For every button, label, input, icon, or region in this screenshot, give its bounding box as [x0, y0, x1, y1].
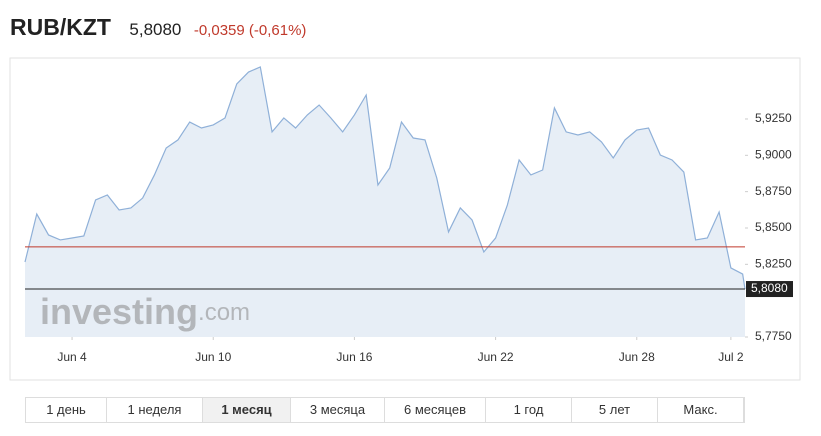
- last-price-box: [746, 281, 793, 298]
- range-button[interactable]: 3 месяца: [291, 398, 385, 422]
- y-tick-label: 5,7750: [755, 329, 792, 343]
- range-button[interactable]: 1 год: [486, 398, 572, 422]
- range-selector: 1 день 1 неделя 1 месяц 3 месяца 6 месяцев 1 …: [25, 397, 745, 423]
- price-line: [24, 66, 746, 290]
- x-tick-label: Jun 16: [336, 350, 372, 364]
- price-change: -0,0359 (-0,61%): [193, 22, 307, 39]
- watermark-suffix: .com: [198, 299, 250, 326]
- range-button[interactable]: 1 день: [26, 398, 107, 422]
- chart: investing.com 5,7750 5,8250 5,8500 5,8750 5,9…: [9, 57, 801, 381]
- x-tick-label: Jun 4: [57, 350, 87, 364]
- y-tick-label: 5,9000: [755, 147, 792, 161]
- range-button[interactable]: 6 месяцев: [385, 398, 486, 422]
- range-button[interactable]: 1 неделя: [107, 398, 203, 422]
- x-tick-label: Jul 2: [718, 350, 744, 364]
- x-tick-label: Jun 22: [478, 350, 514, 364]
- area-fill: [25, 66, 745, 337]
- pair-title: RUB/KZT: [10, 14, 111, 40]
- watermark: investing.com: [40, 291, 250, 332]
- price: 5,8080: [129, 20, 182, 39]
- y-tick-label: 5,8250: [755, 256, 792, 270]
- x-tick-label: Jun 28: [619, 350, 655, 364]
- y-tick-label: 5,9250: [755, 111, 792, 125]
- watermark-main: investing: [40, 291, 198, 332]
- y-tick-label: 5,8750: [755, 184, 792, 198]
- chart-frame: [9, 57, 801, 381]
- range-button[interactable]: 5 лет: [572, 398, 658, 422]
- range-button[interactable]: 1 месяц: [203, 398, 291, 422]
- x-tick-label: Jun 10: [195, 350, 231, 364]
- y-tick-label: 5,8500: [755, 220, 792, 234]
- range-button[interactable]: Макс.: [658, 398, 744, 422]
- header: RUB/KZT 5,8080 -0,0359 (-0,61%): [10, 14, 306, 41]
- last-price-label: 5,8080: [751, 281, 788, 295]
